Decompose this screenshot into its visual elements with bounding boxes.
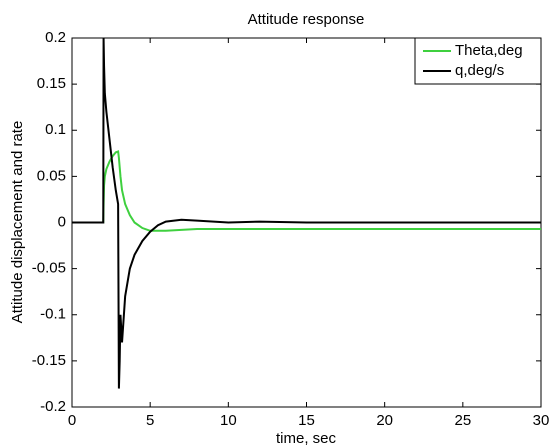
x-tick-label: 25 <box>454 412 471 429</box>
x-tick-label: 30 <box>533 412 550 429</box>
y-tick-label: 0 <box>58 213 66 230</box>
x-axis-label: time, sec <box>276 430 337 447</box>
chart-title: Attitude response <box>248 11 365 28</box>
series-line <box>72 150 541 232</box>
legend-label: q,deg/s <box>455 62 504 79</box>
x-tick-label: 20 <box>376 412 393 429</box>
y-tick-label: -0.15 <box>32 352 66 369</box>
plot <box>72 38 541 389</box>
y-tick-label: 0.05 <box>37 167 66 184</box>
series-line <box>72 38 541 389</box>
y-tick-label: 0.1 <box>45 121 66 138</box>
y-tick-label: -0.1 <box>40 306 66 323</box>
x-tick-label: 5 <box>146 412 154 429</box>
y-axis-label: Attitude displacement and rate <box>9 121 26 324</box>
y-tick-label: 0.15 <box>37 75 66 92</box>
legend-label: Theta,deg <box>455 42 523 59</box>
y-tick-label: -0.2 <box>40 398 66 415</box>
y-tick-label: -0.05 <box>32 260 66 277</box>
x-tick-label: 10 <box>220 412 237 429</box>
y-tick-label: 0.2 <box>45 29 66 46</box>
x-tick-label: 15 <box>298 412 315 429</box>
x-tick-label: 0 <box>68 412 76 429</box>
legend-box <box>414 37 542 85</box>
